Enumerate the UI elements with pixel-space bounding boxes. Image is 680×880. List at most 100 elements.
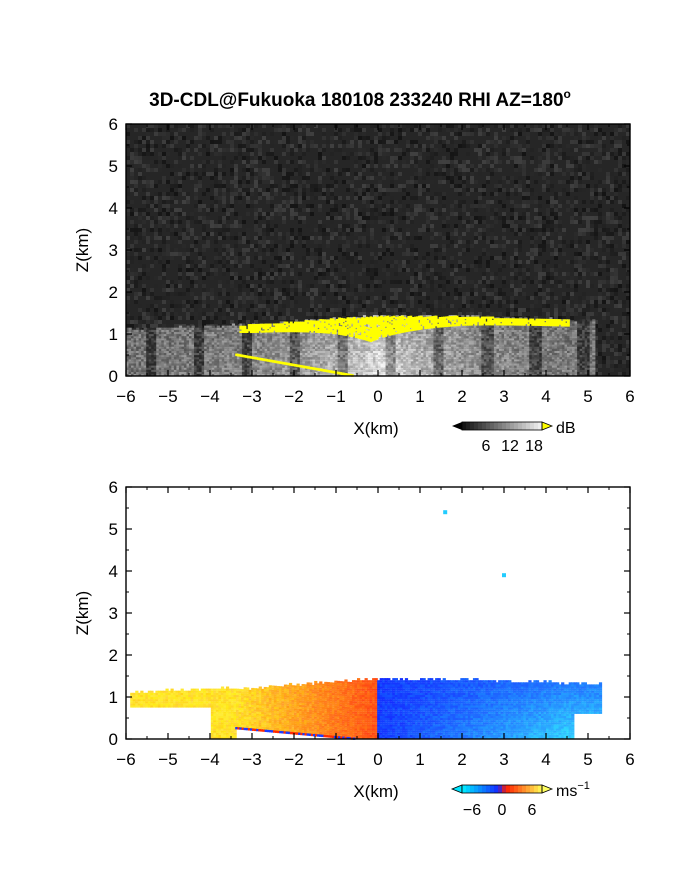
snr-noise-cell bbox=[250, 308, 254, 312]
snr-noise-cell bbox=[274, 316, 278, 320]
snr-layer-cell bbox=[153, 348, 157, 351]
snr-noise-cell bbox=[478, 148, 482, 152]
snr-noise-cell bbox=[606, 216, 610, 220]
snr-noise-cell bbox=[498, 260, 502, 264]
snr-noise-cell bbox=[286, 148, 290, 152]
snr-noise-cell bbox=[310, 204, 314, 208]
snr-noise-cell bbox=[438, 308, 442, 312]
snr-noise-cell bbox=[582, 188, 586, 192]
snr-noise-cell bbox=[322, 316, 326, 320]
snr-noise-cell bbox=[338, 136, 342, 140]
snr-noise-cell bbox=[366, 164, 370, 168]
snr-noise-cell bbox=[202, 324, 206, 328]
snr-noise-cell bbox=[318, 312, 322, 316]
snr-layer-cell bbox=[189, 355, 193, 358]
snr-noise-cell bbox=[498, 288, 502, 292]
snr-noise-cell bbox=[466, 304, 470, 308]
snr-noise-cell bbox=[330, 208, 334, 212]
snr-noise-cell bbox=[138, 324, 142, 328]
snr-noise-cell bbox=[454, 268, 458, 272]
snr-layer-cell bbox=[153, 365, 157, 368]
snr-noise-cell bbox=[158, 316, 162, 320]
snr-noise-cell bbox=[426, 304, 430, 308]
snr-noise-cell bbox=[314, 168, 318, 172]
snr-noise-cell bbox=[310, 316, 314, 320]
snr-noise-cell bbox=[318, 184, 322, 188]
snr-layer-cell bbox=[161, 344, 165, 347]
snr-layer-cell bbox=[156, 336, 160, 339]
snr-noise-cell bbox=[482, 276, 486, 280]
snr-noise-cell bbox=[290, 200, 294, 204]
snr-noise-cell bbox=[230, 276, 234, 280]
snr-noise-cell bbox=[342, 156, 346, 160]
snr-noise-cell bbox=[186, 312, 190, 316]
snr-noise-cell bbox=[466, 312, 470, 316]
snr-noise-cell bbox=[458, 132, 462, 136]
snr-noise-cell bbox=[222, 172, 226, 176]
snr-noise-cell bbox=[482, 160, 486, 164]
snr-noise-cell bbox=[246, 212, 250, 216]
snr-noise-cell bbox=[622, 360, 626, 364]
snr-noise-cell bbox=[270, 256, 274, 260]
snr-layer-cell bbox=[148, 338, 152, 341]
snr-noise-cell bbox=[314, 268, 318, 272]
snr-noise-cell bbox=[278, 236, 282, 240]
snr-layer-cell bbox=[176, 336, 180, 339]
snr-noise-cell bbox=[218, 304, 222, 308]
snr-noise-cell bbox=[398, 148, 402, 152]
snr-noise-cell bbox=[214, 240, 218, 244]
snr-noise-cell bbox=[438, 160, 442, 164]
snr-noise-cell bbox=[342, 268, 346, 272]
snr-noise-cell bbox=[538, 204, 542, 208]
snr-noise-cell bbox=[446, 140, 450, 144]
snr-noise-cell bbox=[134, 184, 138, 188]
snr-noise-cell bbox=[406, 204, 410, 208]
snr-noise-cell bbox=[382, 252, 386, 256]
snr-layer-cell bbox=[181, 369, 185, 372]
snr-noise-cell bbox=[170, 136, 174, 140]
snr-noise-cell bbox=[126, 312, 130, 316]
snr-noise-cell bbox=[330, 140, 334, 144]
snr-noise-cell bbox=[430, 304, 434, 308]
snr-noise-cell bbox=[490, 216, 494, 220]
snr-noise-cell bbox=[418, 204, 422, 208]
snr-noise-cell bbox=[518, 188, 522, 192]
snr-noise-cell bbox=[258, 168, 262, 172]
snr-layer-cell bbox=[131, 342, 135, 345]
snr-layer-cell bbox=[171, 363, 175, 366]
snr-noise-cell bbox=[298, 292, 302, 296]
snr-noise-cell bbox=[146, 180, 150, 184]
snr-noise-cell bbox=[462, 132, 466, 136]
snr-noise-cell bbox=[254, 156, 258, 160]
snr-noise-cell bbox=[198, 132, 202, 136]
snr-noise-cell bbox=[522, 172, 526, 176]
snr-noise-cell bbox=[198, 296, 202, 300]
snr-layer-cell bbox=[173, 365, 178, 368]
snr-noise-cell bbox=[166, 212, 170, 216]
snr-noise-cell bbox=[354, 176, 358, 180]
snr-noise-cell bbox=[310, 252, 314, 256]
snr-noise-cell bbox=[610, 320, 614, 324]
snr-noise-cell bbox=[582, 212, 586, 216]
snr-noise-cell bbox=[342, 248, 346, 252]
snr-noise-cell bbox=[442, 260, 446, 264]
snr-noise-cell bbox=[446, 280, 450, 284]
snr-noise-cell bbox=[318, 220, 322, 224]
snr-noise-cell bbox=[218, 224, 222, 228]
snr-noise-cell bbox=[382, 124, 386, 128]
snr-noise-cell bbox=[334, 300, 338, 304]
snr-noise-cell bbox=[370, 184, 374, 188]
snr-noise-cell bbox=[222, 244, 226, 248]
snr-noise-cell bbox=[166, 140, 170, 144]
snr-layer-cell bbox=[131, 365, 135, 368]
snr-layer-cell bbox=[156, 367, 160, 370]
snr-noise-cell bbox=[330, 136, 334, 140]
snr-noise-cell bbox=[178, 200, 182, 204]
snr-noise-cell bbox=[242, 292, 246, 296]
snr-noise-cell bbox=[142, 200, 146, 204]
snr-noise-cell bbox=[406, 292, 410, 296]
snr-noise-cell bbox=[234, 188, 238, 192]
snr-noise-cell bbox=[434, 140, 438, 144]
snr-noise-cell bbox=[142, 248, 146, 252]
snr-noise-cell bbox=[218, 260, 222, 264]
